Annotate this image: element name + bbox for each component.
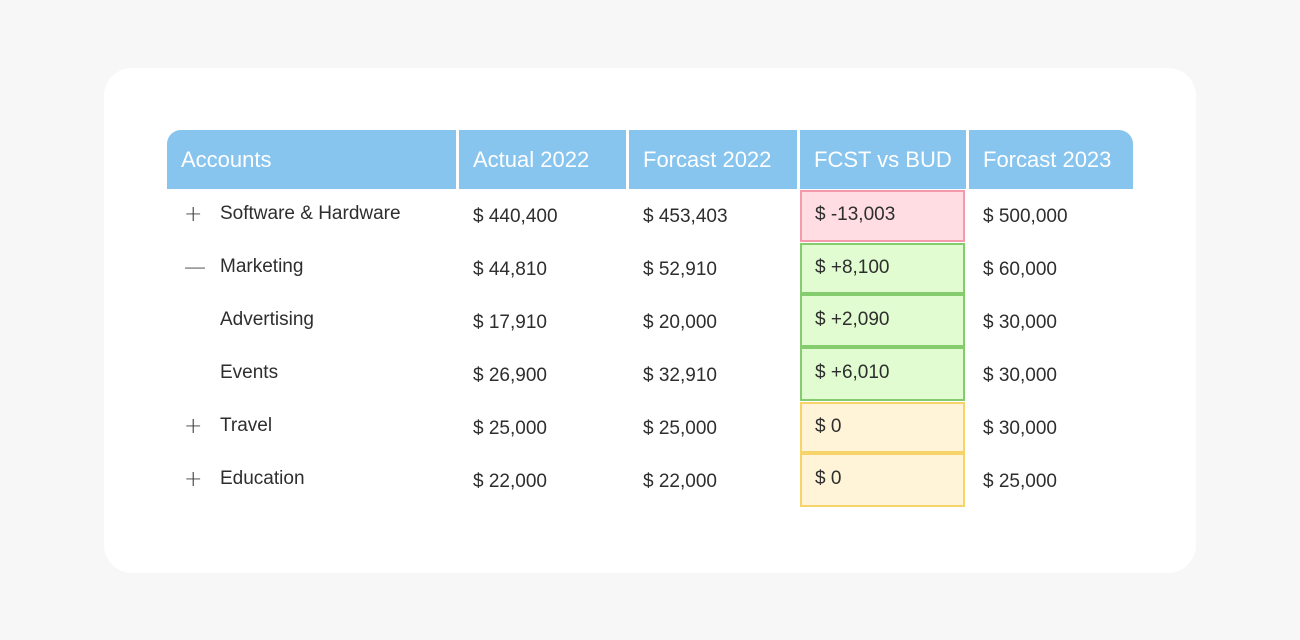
actual-2022-cell: $ 17,910 [473, 312, 547, 333]
forecast-2022-cell: $ 32,910 [643, 365, 717, 386]
forecast-2022-cell: $ 25,000 [643, 418, 717, 439]
table-header: Accounts Actual 2022 Forcast 2022 FCST v… [167, 130, 1133, 189]
actual-2022-cell: $ 22,000 [473, 471, 547, 492]
forecast-2022-cell: $ 22,000 [643, 471, 717, 492]
header-accounts[interactable]: Accounts [167, 130, 456, 189]
forecast-2023-cell: $ 30,000 [983, 312, 1057, 333]
expand-plus-icon[interactable]: + [184, 467, 203, 492]
table-row[interactable]: + Education $ 22,000 $ 22,000 $ 25,000 [167, 454, 1133, 507]
forecast-2022-cell: $ 453,403 [643, 206, 728, 227]
forecast-2023-cell: $ 25,000 [983, 471, 1057, 492]
header-actual-2022[interactable]: Actual 2022 [459, 130, 626, 189]
actual-2022-cell: $ 440,400 [473, 206, 558, 227]
forecast-2022-cell: $ 20,000 [643, 312, 717, 333]
header-fcst-vs-bud[interactable]: FCST vs BUD [800, 130, 966, 189]
expand-plus-icon[interactable]: + [184, 414, 203, 439]
table-row[interactable]: Events $ 26,900 $ 32,910 $ 30,000 [167, 348, 1133, 401]
table-row[interactable]: — Marketing $ 44,810 $ 52,910 $ 60,000 [167, 242, 1133, 295]
expand-plus-icon[interactable]: + [184, 202, 203, 227]
fcst-vs-bud-cell: $ 0 [800, 402, 965, 453]
actual-2022-cell: $ 25,000 [473, 418, 547, 439]
header-forecast-2022[interactable]: Forcast 2022 [629, 130, 797, 189]
account-name-cell: Events [220, 362, 279, 383]
forecast-2023-cell: $ 500,000 [983, 206, 1068, 227]
table-row[interactable]: + Software & Hardware $ 440,400 $ 453,403 $ … [167, 189, 1133, 242]
header-forecast-2023[interactable]: Forcast 2023 [969, 130, 1133, 189]
forecast-2023-cell: $ 30,000 [983, 365, 1057, 386]
account-name-cell: Advertising [220, 309, 314, 330]
forecast-2023-cell: $ 30,000 [983, 418, 1057, 439]
fcst-vs-bud-cell: $ +2,090 [800, 294, 965, 347]
table-row[interactable]: Advertising $ 17,910 $ 20,000 $ 30,000 [167, 295, 1133, 348]
fcst-vs-bud-cell: $ +6,010 [800, 347, 965, 401]
account-name-cell: Education [220, 468, 305, 489]
forecast-2022-cell: $ 52,910 [643, 259, 717, 280]
account-name-cell: Travel [220, 415, 273, 436]
collapse-minus-icon[interactable]: — [184, 255, 206, 280]
table-row[interactable]: + Travel $ 25,000 $ 25,000 $ 30,000 [167, 401, 1133, 454]
actual-2022-cell: $ 26,900 [473, 365, 547, 386]
fcst-vs-bud-cell: $ +8,100 [800, 243, 965, 294]
account-name-cell: Software & Hardware [220, 203, 401, 224]
account-name-cell: Marketing [220, 256, 304, 277]
fcst-vs-bud-cell: $ -13,003 [800, 190, 965, 242]
forecast-2023-cell: $ 60,000 [983, 259, 1057, 280]
actual-2022-cell: $ 44,810 [473, 259, 547, 280]
fcst-vs-bud-cell: $ 0 [800, 453, 965, 507]
